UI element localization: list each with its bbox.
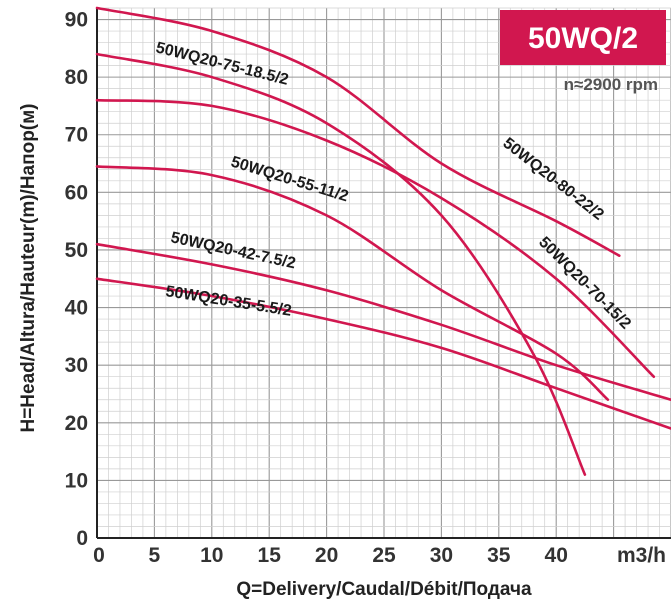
x-tick-label: 10	[200, 544, 223, 567]
curve-label: 50WQ20-70-15/2	[535, 234, 634, 333]
x-tick-label: 15	[258, 544, 282, 567]
y-tick-label: 90	[65, 9, 88, 32]
curve-50WQ20-35-5.5/2	[95, 277, 671, 430]
x-axis-title: Q=Delivery/Caudal/Débit/Подача	[236, 579, 532, 600]
y-axis-title: H=Head/Altura/Hauteur(m)/Напор(м)	[18, 103, 39, 432]
y-tick-label: 0	[76, 527, 88, 550]
curve-50WQ20-42-7.5/2	[95, 242, 671, 401]
curve-50WQ20-55-11/2	[95, 165, 610, 401]
y-tick-label: 70	[65, 124, 88, 147]
y-tick-label: 60	[65, 181, 88, 204]
y-tick-label: 30	[65, 354, 88, 377]
x-tick-label: 35	[487, 544, 511, 567]
y-tick-label: 80	[65, 66, 88, 89]
y-tick-label: 20	[65, 412, 88, 435]
x-tick-label: 40	[545, 544, 568, 567]
curve-group	[95, 6, 671, 476]
chart-grid	[97, 7, 671, 538]
curve-label-group: 50WQ20-80-22/250WQ20-75-18.5/250WQ20-70-…	[154, 39, 634, 332]
x-tick-label: 30	[430, 544, 453, 567]
curve-50WQ20-80-22/2	[95, 6, 621, 257]
y-tick-labels: 0 10 20 30 40 50 60 70 80 90	[65, 9, 88, 550]
chart-title: 50WQ/2	[528, 22, 638, 55]
x-tick-label: 25	[372, 544, 396, 567]
y-tick-label: 50	[65, 239, 88, 262]
chart-subtitle: n≈2900 rpm	[564, 75, 658, 94]
x-tick-label: 0	[93, 544, 105, 567]
y-tick-label: 40	[65, 297, 88, 320]
curve-label: 50WQ20-35-5.5/2	[164, 283, 292, 320]
x-unit-label: m3/h	[617, 544, 666, 567]
curve-label: 50WQ20-42-7.5/2	[169, 229, 297, 272]
x-tick-label: 5	[149, 544, 161, 567]
model-badge	[500, 10, 666, 65]
x-tick-label: 20	[315, 544, 338, 567]
y-tick-label: 10	[65, 469, 88, 492]
x-tick-labels: 0 5 10 15 20 25 30 35 40	[93, 544, 568, 567]
curve-50WQ20-70-15/2	[95, 98, 656, 378]
